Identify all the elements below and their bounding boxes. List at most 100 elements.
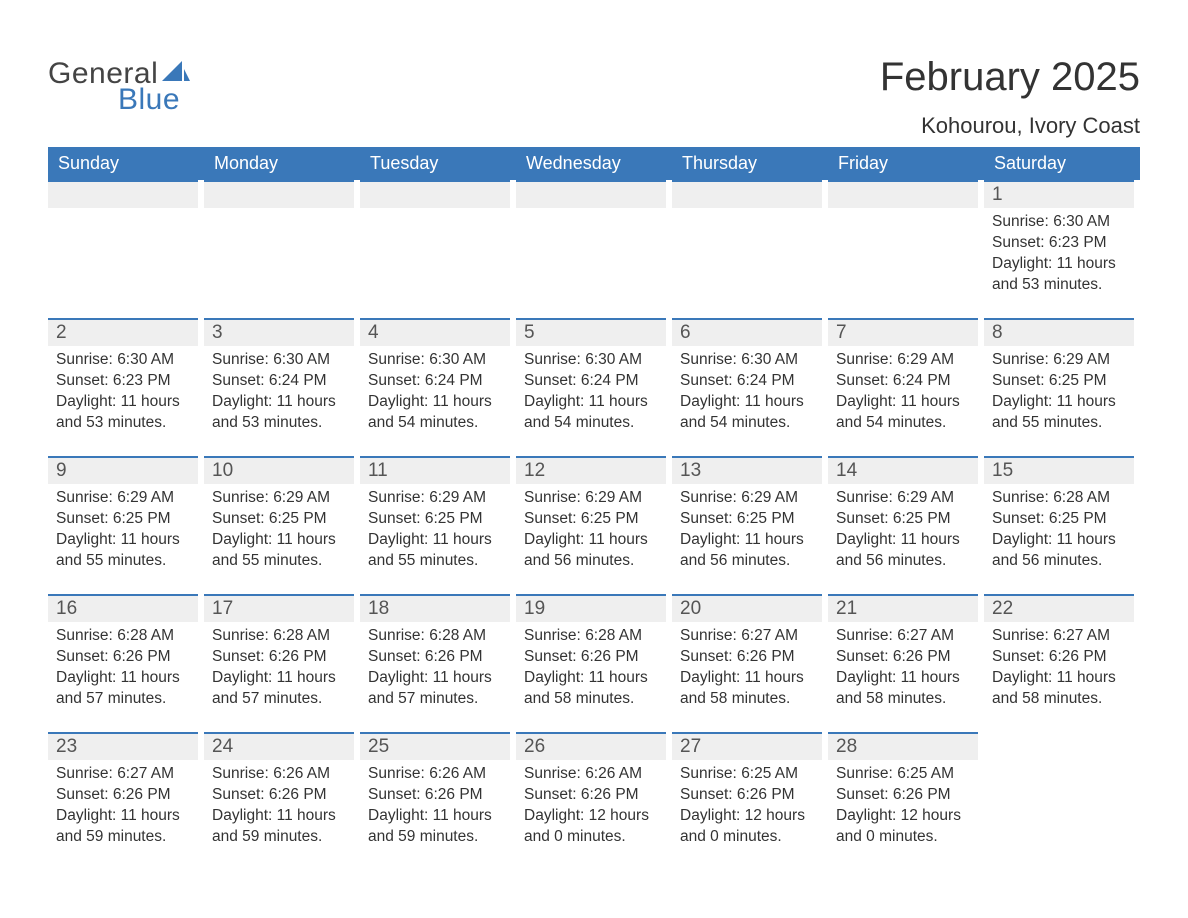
sunrise-label: Sunrise: <box>212 765 269 782</box>
sunset-line: Sunset: 6:26 PM <box>836 647 970 668</box>
sunset-line: Sunset: 6:24 PM <box>368 371 502 392</box>
sunrise-label: Sunrise: <box>212 351 269 368</box>
sunset-value: 6:26 PM <box>893 648 951 665</box>
sunset-label: Sunset: <box>56 372 109 389</box>
day-cell: 22Sunrise: 6:27 AMSunset: 6:26 PMDayligh… <box>984 594 1140 714</box>
sunset-line: Sunset: 6:26 PM <box>992 647 1126 668</box>
day-number-bar: 13 <box>672 456 822 484</box>
sunset-label: Sunset: <box>836 372 889 389</box>
day-cell: 18Sunrise: 6:28 AMSunset: 6:26 PMDayligh… <box>360 594 516 714</box>
sunset-line: Sunset: 6:25 PM <box>836 509 970 530</box>
empty-cell <box>828 180 984 300</box>
sunset-line: Sunset: 6:23 PM <box>992 233 1126 254</box>
sunrise-value: 6:25 AM <box>741 765 798 782</box>
daylight-line: Daylight: 11 hours and 57 minutes. <box>56 668 190 710</box>
day-number-bar: 9 <box>48 456 198 484</box>
sunset-value: 6:25 PM <box>893 510 951 527</box>
sunset-line: Sunset: 6:24 PM <box>524 371 658 392</box>
sunset-value: 6:26 PM <box>113 648 171 665</box>
sunrise-label: Sunrise: <box>680 351 737 368</box>
empty-cell <box>360 180 516 300</box>
sunrise-value: 6:30 AM <box>1053 213 1110 230</box>
dow-friday: Friday <box>828 147 984 180</box>
day-number-bar: 16 <box>48 594 198 622</box>
daylight-line: Daylight: 11 hours and 59 minutes. <box>212 806 346 848</box>
daylight-line: Daylight: 12 hours and 0 minutes. <box>524 806 658 848</box>
daylight-line: Daylight: 11 hours and 59 minutes. <box>56 806 190 848</box>
day-body: Sunrise: 6:30 AMSunset: 6:24 PMDaylight:… <box>204 346 354 434</box>
sunrise-label: Sunrise: <box>836 351 893 368</box>
sunset-label: Sunset: <box>680 648 733 665</box>
day-body: Sunrise: 6:28 AMSunset: 6:26 PMDaylight:… <box>516 622 666 710</box>
sunset-label: Sunset: <box>524 786 577 803</box>
daylight-label: Daylight: <box>212 807 272 824</box>
day-body: Sunrise: 6:28 AMSunset: 6:25 PMDaylight:… <box>984 484 1134 572</box>
sunrise-value: 6:28 AM <box>117 627 174 644</box>
day-cell: 6Sunrise: 6:30 AMSunset: 6:24 PMDaylight… <box>672 318 828 438</box>
sunrise-label: Sunrise: <box>368 351 425 368</box>
sunrise-value: 6:30 AM <box>585 351 642 368</box>
sunset-line: Sunset: 6:24 PM <box>680 371 814 392</box>
daylight-label: Daylight: <box>56 807 116 824</box>
sunrise-value: 6:27 AM <box>897 627 954 644</box>
sunrise-value: 6:29 AM <box>117 489 174 506</box>
day-cell: 4Sunrise: 6:30 AMSunset: 6:24 PMDaylight… <box>360 318 516 438</box>
day-number-bar: 10 <box>204 456 354 484</box>
sunrise-label: Sunrise: <box>524 351 581 368</box>
sunset-line: Sunset: 6:24 PM <box>212 371 346 392</box>
day-cell: 5Sunrise: 6:30 AMSunset: 6:24 PMDaylight… <box>516 318 672 438</box>
day-cell: 13Sunrise: 6:29 AMSunset: 6:25 PMDayligh… <box>672 456 828 576</box>
sunset-line: Sunset: 6:25 PM <box>524 509 658 530</box>
daylight-label: Daylight: <box>680 669 740 686</box>
daylight-label: Daylight: <box>368 531 428 548</box>
day-body: Sunrise: 6:27 AMSunset: 6:26 PMDaylight:… <box>672 622 822 710</box>
calendar-page: General Blue February 2025 Kohourou, Ivo… <box>0 0 1188 892</box>
daylight-line: Daylight: 11 hours and 55 minutes. <box>992 392 1126 434</box>
sunset-line: Sunset: 6:25 PM <box>368 509 502 530</box>
daylight-line: Daylight: 11 hours and 54 minutes. <box>680 392 814 434</box>
sunrise-line: Sunrise: 6:26 AM <box>212 764 346 785</box>
day-number-bar: 20 <box>672 594 822 622</box>
sunrise-value: 6:26 AM <box>429 765 486 782</box>
day-cell: 11Sunrise: 6:29 AMSunset: 6:25 PMDayligh… <box>360 456 516 576</box>
day-number-bar: 25 <box>360 732 510 760</box>
day-body: Sunrise: 6:27 AMSunset: 6:26 PMDaylight:… <box>828 622 978 710</box>
day-body: Sunrise: 6:29 AMSunset: 6:25 PMDaylight:… <box>360 484 510 572</box>
sunrise-value: 6:29 AM <box>273 489 330 506</box>
sunset-value: 6:26 PM <box>581 648 639 665</box>
day-number-bar <box>828 180 978 208</box>
sunset-label: Sunset: <box>524 648 577 665</box>
sunset-line: Sunset: 6:26 PM <box>56 647 190 668</box>
day-number-bar: 23 <box>48 732 198 760</box>
daylight-line: Daylight: 11 hours and 58 minutes. <box>680 668 814 710</box>
daylight-label: Daylight: <box>524 807 584 824</box>
day-body: Sunrise: 6:30 AMSunset: 6:23 PMDaylight:… <box>984 208 1134 296</box>
daylight-label: Daylight: <box>836 807 896 824</box>
day-number-bar: 5 <box>516 318 666 346</box>
day-cell: 20Sunrise: 6:27 AMSunset: 6:26 PMDayligh… <box>672 594 828 714</box>
sunrise-label: Sunrise: <box>680 765 737 782</box>
sunrise-label: Sunrise: <box>56 627 113 644</box>
sunset-line: Sunset: 6:26 PM <box>368 647 502 668</box>
sunset-value: 6:26 PM <box>425 786 483 803</box>
day-body: Sunrise: 6:30 AMSunset: 6:24 PMDaylight:… <box>360 346 510 434</box>
sunrise-label: Sunrise: <box>992 489 1049 506</box>
sunrise-label: Sunrise: <box>524 765 581 782</box>
dow-wednesday: Wednesday <box>516 147 672 180</box>
daylight-label: Daylight: <box>212 669 272 686</box>
sunset-value: 6:25 PM <box>1049 372 1107 389</box>
sunset-label: Sunset: <box>212 510 265 527</box>
sunrise-label: Sunrise: <box>56 351 113 368</box>
sunset-value: 6:26 PM <box>1049 648 1107 665</box>
daylight-label: Daylight: <box>368 807 428 824</box>
daylight-line: Daylight: 11 hours and 57 minutes. <box>212 668 346 710</box>
day-number-bar: 14 <box>828 456 978 484</box>
day-number-bar <box>204 180 354 208</box>
sunset-line: Sunset: 6:26 PM <box>56 785 190 806</box>
sunrise-label: Sunrise: <box>992 351 1049 368</box>
sunrise-value: 6:29 AM <box>741 489 798 506</box>
day-body: Sunrise: 6:29 AMSunset: 6:25 PMDaylight:… <box>672 484 822 572</box>
daylight-line: Daylight: 12 hours and 0 minutes. <box>680 806 814 848</box>
day-number-bar: 19 <box>516 594 666 622</box>
day-cell: 17Sunrise: 6:28 AMSunset: 6:26 PMDayligh… <box>204 594 360 714</box>
